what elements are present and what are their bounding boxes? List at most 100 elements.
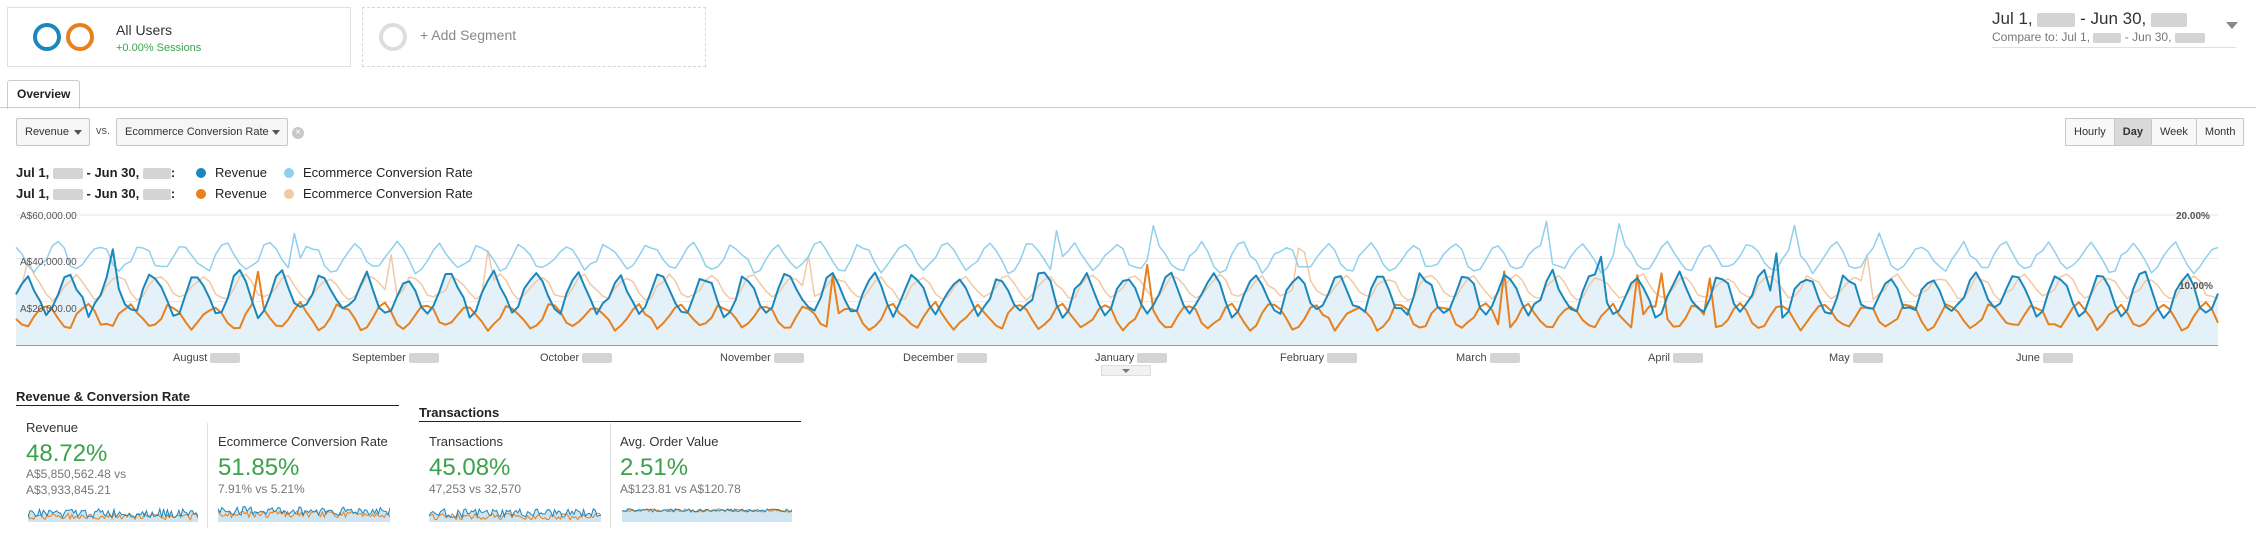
card-divider — [610, 423, 611, 528]
sparkline-previous — [429, 512, 601, 521]
legend-row-previous: Jul 1, - Jun 30, : — [16, 186, 176, 201]
metric2-dropdown[interactable]: Ecommerce Conversion Rate — [116, 118, 288, 146]
revenue-previous-legend-icon — [196, 189, 206, 199]
card-comparison: A$3,933,845.21 — [26, 483, 111, 497]
card-divider — [207, 423, 208, 528]
sparkline-current — [429, 507, 601, 519]
series-line-current-revenue — [15, 248, 2219, 320]
card-name: Ecommerce Conversion Rate — [218, 434, 388, 449]
x-axis-month: August — [173, 352, 241, 364]
revenue-conversion-chart[interactable] — [0, 205, 2230, 355]
week-button[interactable]: Week — [2150, 118, 2197, 146]
y-axis-tick: A$40,000.00 — [20, 257, 77, 268]
redacted-year — [2151, 12, 2187, 27]
compare-start: Jul 1, — [2061, 30, 2091, 44]
y-axis-tick: A$20,000.00 — [20, 304, 77, 315]
series-line-current-conversion — [15, 220, 2219, 275]
metric2-label: Ecommerce Conversion Rate — [125, 126, 269, 138]
x-axis-month: November — [720, 352, 804, 364]
card-name: Transactions — [429, 434, 503, 449]
empty-segment-ring-icon — [379, 23, 407, 51]
date-range-underline — [1992, 47, 2236, 48]
conversion-current-legend-icon — [284, 168, 294, 178]
card-comparison: 7.91% vs 5.21% — [218, 482, 305, 496]
redacted-year — [52, 189, 83, 201]
segment-title: All Users — [116, 22, 173, 38]
card-value: 48.72% — [26, 440, 108, 467]
redacted-year — [2093, 32, 2122, 43]
redacted-year — [142, 168, 171, 180]
legend-conversion-previous: Ecommerce Conversion Rate — [303, 186, 473, 201]
group-underline — [16, 405, 399, 406]
add-segment-button[interactable]: + Add Segment — [362, 7, 706, 67]
card-comparison: A$123.81 vs A$120.78 — [620, 482, 741, 496]
metric1-label: Revenue — [25, 126, 70, 138]
y2-axis-tick: 10.00% — [2179, 281, 2213, 292]
y-axis-tick: A$60,000.00 — [20, 211, 77, 222]
x-axis-month: June — [2016, 352, 2073, 364]
sparkline-previous — [28, 512, 198, 521]
card-name: Revenue — [26, 420, 79, 435]
date-start: Jul 1, — [1992, 9, 2033, 28]
legend-period-end: - Jun 30, — [86, 165, 140, 180]
sparkline-current — [622, 508, 792, 513]
month-button[interactable]: Month — [2195, 118, 2245, 146]
x-axis-month: February — [1280, 352, 1358, 364]
redacted-year — [2037, 12, 2076, 27]
day-button[interactable]: Day — [2113, 118, 2152, 146]
legend-revenue-previous: Revenue — [215, 186, 268, 201]
legend-conversion-current: Ecommerce Conversion Rate — [303, 165, 473, 180]
date-range-selector[interactable]: Jul 1, - Jun 30, — [1992, 9, 2187, 29]
remove-metric-close-icon[interactable]: × — [292, 127, 304, 139]
metric1-dropdown[interactable]: Revenue — [16, 118, 90, 146]
transactions-sparkline — [429, 507, 601, 522]
redacted-year — [52, 168, 83, 180]
x-axis-month: May — [1829, 352, 1883, 364]
sparkline-area — [622, 508, 792, 522]
conversion-sparkline — [218, 505, 390, 522]
metric2-caret-icon — [272, 130, 280, 135]
hourly-button[interactable]: Hourly — [2065, 118, 2115, 146]
date-range-chevron-down-icon[interactable] — [2226, 22, 2238, 29]
card-value: 2.51% — [620, 454, 689, 481]
x-axis-month: October — [540, 352, 613, 364]
metric1-caret-icon — [74, 130, 82, 135]
chevron-down-icon — [1122, 369, 1130, 373]
segment-sessions-change: +0.00% Sessions — [116, 42, 202, 54]
series-line-previous-revenue — [15, 263, 2219, 332]
card-value: 51.85% — [218, 454, 300, 481]
legend-period-start: Jul 1, — [16, 186, 50, 201]
y2-axis-tick: 20.00% — [2176, 211, 2210, 222]
add-segment-label: + Add Segment — [420, 27, 517, 43]
revenue-sparkline — [28, 506, 198, 522]
legend-period-end: - Jun 30, — [86, 186, 140, 201]
legend-revenue-current: Revenue — [215, 165, 268, 180]
x-axis-month: April — [1648, 352, 1704, 364]
x-axis-month: December — [903, 352, 987, 364]
segment-all-users[interactable]: All Users +0.00% Sessions — [7, 7, 351, 67]
conversion-previous-legend-icon — [284, 189, 294, 199]
compare-end: - Jun 30, — [2124, 30, 2172, 44]
tab-divider — [0, 107, 2256, 108]
card-name: Avg. Order Value — [620, 434, 719, 449]
tab-overview[interactable]: Overview — [7, 80, 81, 109]
x-axis-month: January — [1095, 352, 1168, 364]
chart-collapse-handle[interactable] — [1101, 365, 1151, 376]
legend-row-current: Jul 1, - Jun 30, : — [16, 165, 176, 180]
vs-label: vs. — [96, 125, 111, 137]
group-underline — [419, 421, 801, 422]
card-comparison: 47,253 vs 32,570 — [429, 482, 522, 496]
granularity-toggle: Hourly Day Week Month — [2065, 118, 2245, 146]
series-line-previous-conversion — [15, 247, 2219, 302]
sparkline-previous — [622, 508, 792, 513]
group-title-revenue-conversion: Revenue & Conversion Rate — [16, 389, 191, 404]
redacted-year — [2174, 32, 2205, 43]
legend-period-start: Jul 1, — [16, 165, 50, 180]
compare-label: Compare to: — [1992, 30, 2059, 44]
sparkline-current — [218, 505, 390, 517]
revenue-current-legend-icon — [196, 168, 206, 178]
segment-previous-ring-icon — [66, 23, 94, 51]
x-axis-month: September — [352, 352, 439, 364]
redacted-year — [142, 189, 171, 201]
card-value: 45.08% — [429, 454, 511, 481]
